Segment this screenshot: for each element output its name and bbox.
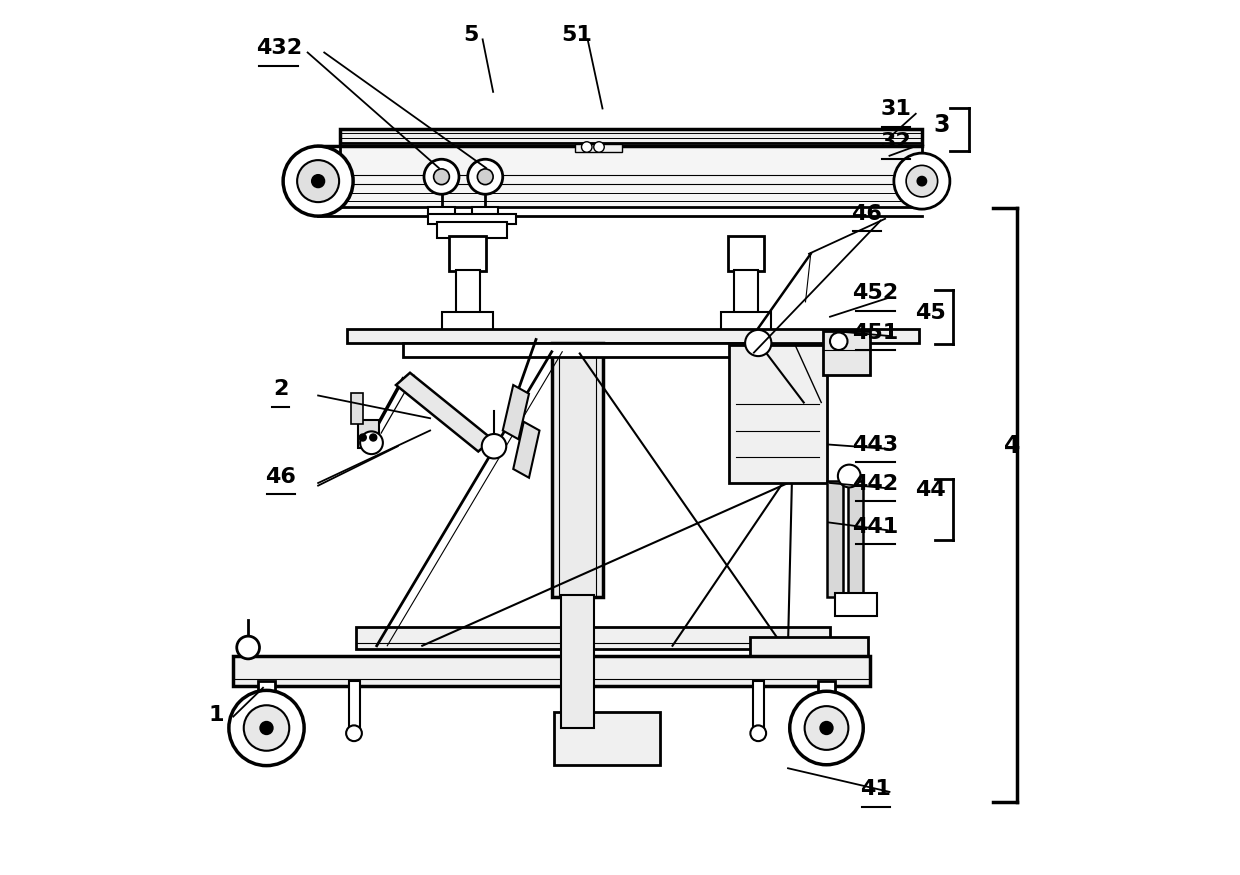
Bar xyxy=(443,312,494,330)
Bar xyxy=(428,206,455,215)
Text: 3: 3 xyxy=(934,113,950,137)
Bar xyxy=(729,345,827,483)
Circle shape xyxy=(237,636,259,659)
Text: 1: 1 xyxy=(208,705,223,724)
Text: 5: 5 xyxy=(464,25,479,45)
Text: 46: 46 xyxy=(852,204,882,223)
Bar xyxy=(340,129,921,144)
Bar xyxy=(472,206,498,215)
Text: 432: 432 xyxy=(255,38,301,58)
Polygon shape xyxy=(502,385,529,439)
Circle shape xyxy=(821,722,832,734)
Bar xyxy=(348,681,360,728)
Text: 31: 31 xyxy=(880,100,911,119)
Circle shape xyxy=(790,691,863,765)
Bar xyxy=(728,236,764,271)
Bar xyxy=(817,681,836,700)
Circle shape xyxy=(283,146,353,216)
Text: 45: 45 xyxy=(915,304,946,323)
Text: 51: 51 xyxy=(560,25,591,45)
Bar xyxy=(233,656,870,686)
Circle shape xyxy=(745,330,771,356)
Bar xyxy=(847,481,863,597)
Bar xyxy=(753,681,764,728)
Circle shape xyxy=(805,706,848,750)
Circle shape xyxy=(244,705,289,751)
Bar xyxy=(560,595,594,728)
Text: 4: 4 xyxy=(1004,434,1021,458)
Bar xyxy=(258,681,275,700)
Bar xyxy=(403,343,744,357)
Bar xyxy=(428,214,516,224)
Bar xyxy=(455,270,480,315)
Circle shape xyxy=(370,434,377,441)
Text: 451: 451 xyxy=(852,323,899,342)
Circle shape xyxy=(594,142,604,152)
Text: 452: 452 xyxy=(852,284,899,303)
Text: 443: 443 xyxy=(852,435,899,454)
Bar xyxy=(552,343,603,597)
Bar xyxy=(449,236,486,271)
Circle shape xyxy=(477,169,494,185)
Bar xyxy=(553,712,660,765)
Bar xyxy=(356,627,830,649)
Circle shape xyxy=(894,153,950,209)
Circle shape xyxy=(298,160,339,202)
Circle shape xyxy=(482,434,506,458)
Text: 2: 2 xyxy=(273,380,288,399)
Circle shape xyxy=(312,175,324,187)
Bar xyxy=(749,637,868,663)
Circle shape xyxy=(424,159,459,194)
Bar xyxy=(351,393,363,424)
Circle shape xyxy=(346,725,362,741)
Text: 46: 46 xyxy=(265,467,296,486)
Bar xyxy=(734,270,758,315)
Circle shape xyxy=(830,332,847,350)
Circle shape xyxy=(260,722,273,734)
Text: 442: 442 xyxy=(852,474,899,494)
Circle shape xyxy=(434,169,449,185)
Circle shape xyxy=(467,159,502,194)
Bar xyxy=(827,481,843,597)
Polygon shape xyxy=(396,373,492,452)
Text: 441: 441 xyxy=(852,517,899,536)
Circle shape xyxy=(229,690,304,766)
Text: 32: 32 xyxy=(880,132,911,151)
Bar xyxy=(347,329,919,343)
Bar xyxy=(574,144,621,152)
Circle shape xyxy=(582,142,591,152)
Text: 41: 41 xyxy=(861,780,890,799)
Circle shape xyxy=(838,465,861,487)
Text: 44: 44 xyxy=(915,480,946,500)
Bar xyxy=(720,312,771,330)
Bar xyxy=(340,143,921,207)
Bar xyxy=(438,222,507,238)
Circle shape xyxy=(360,431,383,454)
Bar xyxy=(823,331,870,374)
Circle shape xyxy=(360,434,366,441)
Circle shape xyxy=(750,725,766,741)
Bar xyxy=(836,593,877,616)
Bar xyxy=(755,662,863,674)
Bar xyxy=(357,420,379,448)
Circle shape xyxy=(918,177,926,185)
Circle shape xyxy=(906,165,937,197)
Polygon shape xyxy=(513,422,539,478)
